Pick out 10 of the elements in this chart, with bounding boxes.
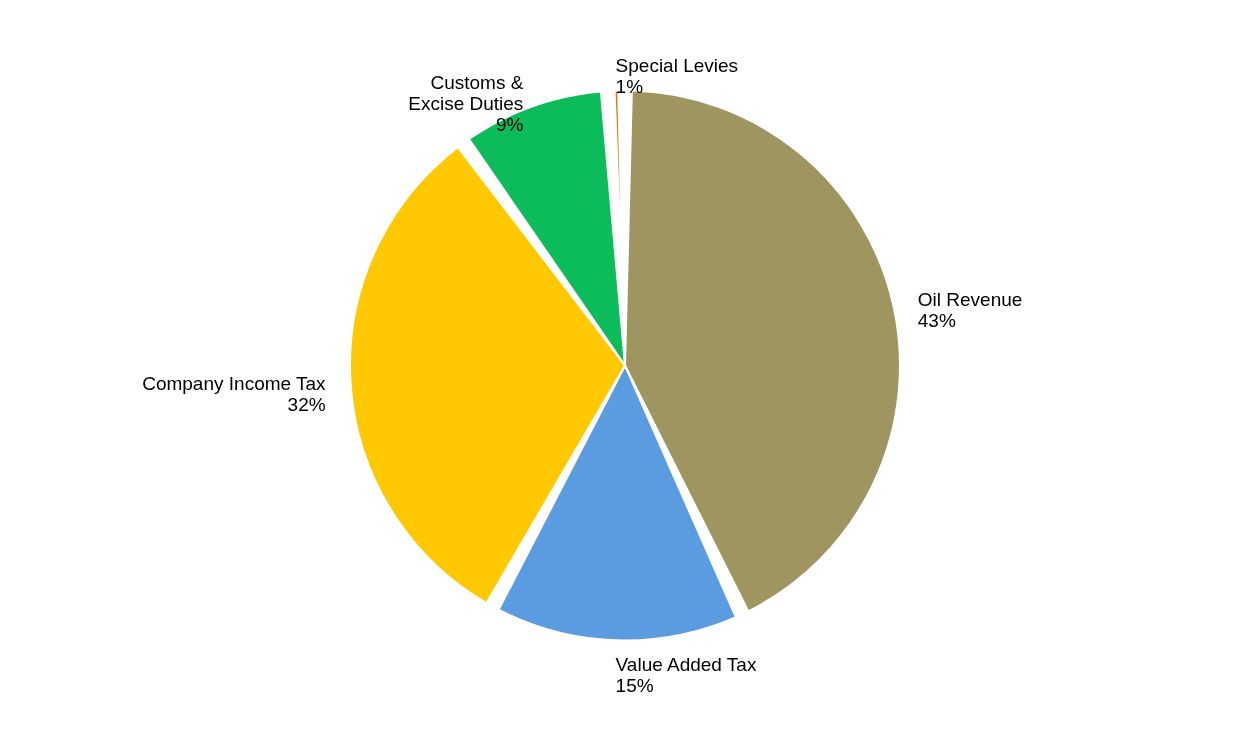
slice-label: Company Income Tax — [142, 373, 327, 395]
data-label: 9% — [495, 114, 524, 136]
slice-label: Value Added Tax — [615, 654, 757, 676]
data-label: 1% — [615, 75, 644, 97]
slice-label: Special Levies — [615, 54, 739, 76]
data-label: 32% — [287, 394, 326, 416]
slice-label: Oil Revenue — [917, 289, 1023, 311]
data-label: 15% — [615, 675, 654, 697]
data-label: 43% — [917, 310, 956, 332]
slice-label: Customs & Excise Duties — [408, 72, 524, 115]
